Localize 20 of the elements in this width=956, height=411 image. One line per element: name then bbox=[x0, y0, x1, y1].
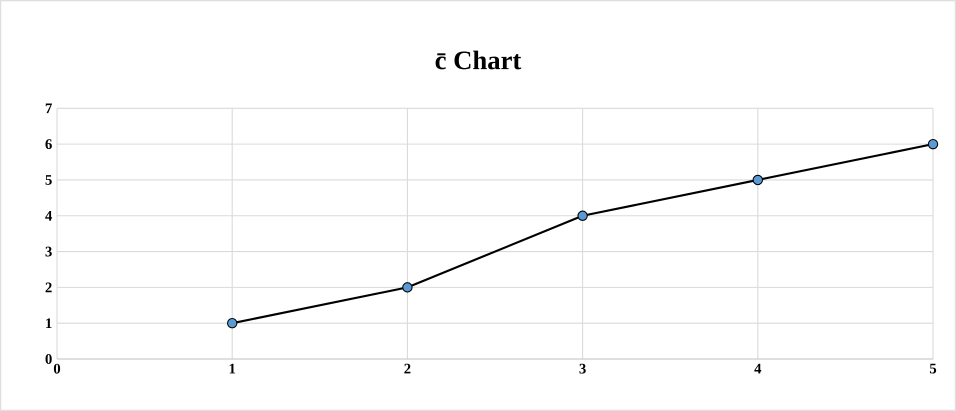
point bbox=[227, 318, 238, 328]
point bbox=[752, 174, 764, 186]
chart-title: c̄ Chart bbox=[436, 50, 522, 70]
y-tick-label: 5 bbox=[46, 175, 52, 185]
y-tick-label: 3 bbox=[46, 246, 52, 257]
x-tick-label: 2 bbox=[404, 364, 410, 374]
x-tick-label: 5 bbox=[930, 364, 936, 374]
y-tick-label: 2 bbox=[46, 282, 52, 292]
x-tick-label: 4 bbox=[754, 364, 762, 374]
y-tick-label: 7 bbox=[46, 104, 52, 114]
y-tick-label: 4 bbox=[45, 210, 52, 221]
point bbox=[928, 138, 938, 150]
point bbox=[402, 282, 413, 293]
y-tick-label: 1 bbox=[46, 318, 52, 328]
y-tick-label: 6 bbox=[45, 139, 52, 150]
y-tick-label: 0 bbox=[46, 354, 52, 364]
x-tick-label: 3 bbox=[579, 364, 586, 374]
x-tick-label: 1 bbox=[230, 364, 236, 374]
point bbox=[577, 210, 588, 221]
x-tick-label: 0 bbox=[54, 364, 60, 374]
